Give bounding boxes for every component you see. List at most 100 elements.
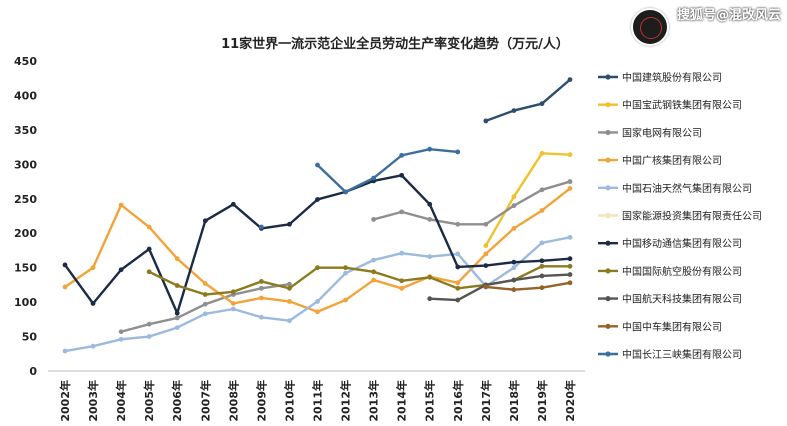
data-point — [427, 254, 433, 260]
y-tick-label: 100 — [14, 296, 37, 309]
data-point — [146, 321, 152, 327]
data-point — [146, 334, 152, 339]
data-point — [90, 343, 96, 349]
data-point — [62, 262, 68, 268]
data-point — [455, 280, 461, 286]
x-tick-label: 2005年 — [142, 380, 156, 422]
data-point — [567, 234, 573, 240]
data-point — [567, 179, 573, 184]
data-point — [539, 285, 545, 291]
legend-label: 中国建筑股份有限公司 — [622, 71, 722, 84]
data-point — [399, 172, 405, 178]
data-point — [230, 289, 236, 295]
data-point — [567, 256, 573, 262]
data-point — [230, 306, 236, 312]
series-line — [485, 281, 571, 291]
y-tick-label: 300 — [14, 158, 37, 171]
data-point — [539, 208, 545, 213]
data-point — [567, 263, 573, 269]
data-point — [539, 101, 545, 107]
y-tick-label: 200 — [14, 227, 37, 240]
legend-marker — [605, 102, 611, 108]
data-point — [315, 299, 320, 304]
data-point — [511, 259, 517, 265]
x-tick-label: 2007年 — [198, 380, 212, 422]
legend-marker — [605, 157, 611, 163]
legend-label: 国家能源投资集团有限责任公司 — [622, 210, 762, 223]
data-point — [146, 269, 152, 275]
data-point — [118, 267, 124, 273]
axes: 0 50 100 150 200 250 300 350 400 450 2002年 2003年 200… — [14, 55, 585, 422]
x-tick-label: 2014年 — [395, 380, 409, 422]
series-line — [64, 187, 571, 313]
data-point — [567, 77, 573, 82]
legend-label: 中国中车集团有限公司 — [622, 320, 722, 333]
data-point — [455, 297, 461, 303]
data-point — [399, 278, 405, 284]
series-group — [62, 234, 573, 354]
legend-marker — [605, 296, 611, 302]
data-point — [202, 301, 208, 307]
data-point — [399, 209, 405, 215]
y-tick-label: 0 — [29, 365, 37, 378]
data-point — [258, 279, 264, 284]
legend-label: 中国石油天然气集团有限公司 — [622, 182, 752, 195]
x-tick-label: 2012年 — [339, 380, 353, 422]
x-tick-label: 2004年 — [114, 380, 128, 422]
legend-marker — [605, 240, 611, 246]
legend-marker — [605, 323, 611, 329]
data-point — [174, 315, 180, 321]
x-tick-label: 2018年 — [507, 380, 521, 422]
series-line — [64, 174, 571, 315]
data-point — [539, 258, 545, 264]
data-point — [174, 256, 180, 262]
legend-marker — [605, 212, 611, 219]
series-line — [316, 147, 458, 194]
x-tick-label: 2011年 — [311, 380, 325, 422]
data-point — [427, 201, 433, 207]
data-point — [399, 285, 405, 291]
series-group — [483, 150, 573, 249]
data-point — [202, 292, 208, 297]
data-point — [146, 224, 152, 230]
series-group — [483, 280, 573, 293]
series-line — [120, 283, 290, 333]
x-tick-label: 2010年 — [282, 380, 296, 422]
series-line — [485, 78, 571, 123]
data-point — [90, 301, 96, 306]
x-tick-label: 2003年 — [86, 380, 100, 422]
data-point — [511, 108, 517, 113]
data-point — [202, 311, 208, 317]
series-group — [62, 172, 573, 316]
data-point — [483, 251, 489, 257]
y-tick-label: 50 — [22, 331, 38, 344]
legend-label: 中国航天科技集团有限公司 — [622, 293, 742, 306]
x-tick-label: 2013年 — [367, 380, 381, 422]
data-point — [539, 273, 545, 279]
data-point — [174, 325, 180, 330]
data-point — [539, 263, 545, 269]
data-point — [539, 187, 545, 193]
data-point — [483, 284, 489, 290]
data-point — [202, 218, 208, 224]
y-tick-label: 350 — [14, 124, 37, 137]
legend-label: 国家电网有限公司 — [622, 126, 702, 139]
data-point — [118, 202, 124, 208]
data-point — [343, 189, 348, 195]
legend-marker — [605, 74, 611, 80]
data-point — [455, 285, 461, 291]
series-group — [118, 179, 573, 335]
data-point — [567, 272, 573, 277]
data-point — [371, 269, 377, 275]
data-point — [539, 240, 545, 246]
data-point — [258, 224, 264, 230]
legend-marker — [605, 185, 611, 191]
data-point — [258, 314, 264, 320]
legend-label: 中国国际航空股份有限公司 — [622, 265, 742, 278]
x-tick-label: 2008年 — [226, 380, 240, 422]
data-point — [511, 287, 517, 293]
x-tick-label: 2015年 — [423, 380, 437, 422]
data-point — [287, 299, 292, 304]
data-point — [371, 217, 377, 222]
